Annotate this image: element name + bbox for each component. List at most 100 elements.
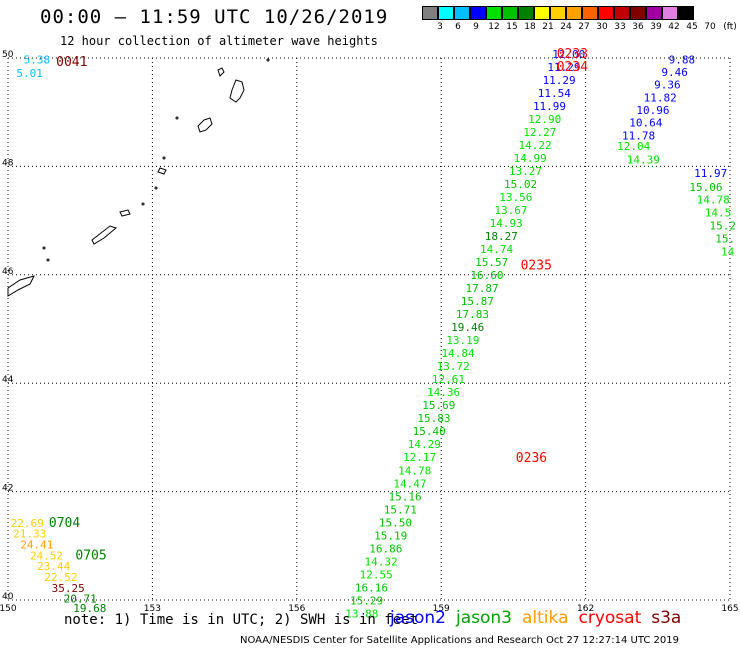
satellite-jason2: jason2 [390, 608, 446, 628]
legend-swatch [630, 6, 646, 20]
swh-value-jason3: 13.88 [345, 607, 378, 620]
footer-credit: NOAA/NESDIS Center for Satellite Applica… [240, 635, 679, 646]
swh-value-jason3: 16.16 [355, 581, 388, 594]
swh-value-jason3: 13.19 [446, 334, 479, 347]
swh-value-altika: 22.69 [11, 517, 44, 530]
coastline [7, 58, 270, 297]
footer-note: note: 1) Time is in UTC; 2) SWH is in fe… [64, 612, 419, 628]
y-tick-label: 50 [2, 50, 14, 60]
swh-value-jason3: 12.90 [528, 113, 561, 126]
legend-label: 30 [596, 22, 608, 32]
legend-label: 18 [524, 22, 536, 32]
swh-value-jason2: 11.29 [543, 74, 576, 87]
pass-time-label: 0704 [49, 516, 80, 531]
x-tick-label: 159 [433, 604, 450, 614]
island-1 [229, 79, 245, 103]
swh-value-jason3: 14.93 [490, 217, 523, 230]
islet-1 [175, 116, 179, 120]
data-points: 12.0011.2911.2911.5411.999.889.469.3611.… [11, 48, 736, 620]
legend-label: 36 [632, 22, 644, 32]
satellite-s3a: s3a [651, 608, 682, 628]
swh-value-jason3: 14.39 [627, 154, 660, 167]
color-legend [422, 6, 694, 20]
legend-label: 3 [437, 22, 443, 32]
swh-value-jason2: 11.97 [694, 167, 727, 180]
swh-value-jason2: 11.82 [644, 91, 677, 104]
swh-value-jason3: 15.06 [689, 181, 722, 194]
legend-label: 12 [488, 22, 500, 32]
swh-value-jason3: 15.50 [379, 516, 412, 529]
swh-value-jason3: 15.87 [461, 295, 494, 308]
swh-value-s3a: 20.71 [64, 593, 97, 606]
legend-label: 21 [542, 22, 554, 32]
y-tick-label: 46 [2, 267, 14, 277]
swh-value-jason3: 13.72 [437, 360, 470, 373]
swh-value-altika: 22.52 [44, 571, 77, 584]
satellite-altika: altika [522, 608, 569, 628]
swh-value-jason2: 9.88 [669, 53, 696, 66]
legend-swatch [486, 6, 502, 20]
x-tick-label: 150 [0, 604, 17, 614]
legend-label: 42 [668, 22, 680, 32]
pass-time-label: 0233 [557, 47, 588, 62]
swh-value-jason2: 11.29 [547, 61, 580, 74]
swh-value-jason3: 15.02 [504, 178, 537, 191]
swh-value-jason2: 5.38 [24, 53, 51, 66]
lat-lon-grid [7, 57, 731, 601]
pass-time-label: 0235 [521, 258, 552, 273]
legend-swatch [454, 6, 470, 20]
legend-swatch [438, 6, 454, 20]
swh-value-jason3: 15.29 [350, 594, 383, 607]
swh-value-jason3: 13.67 [494, 204, 527, 217]
legend-swatch [678, 6, 694, 20]
island-3 [197, 117, 213, 133]
swh-value-s3a: 35.25 [52, 582, 85, 595]
swh-value-jason2: 9.46 [661, 66, 688, 79]
swh-value-jason3: 17.87 [466, 282, 499, 295]
swh-value-jason3: 14.29 [408, 438, 441, 451]
swh-value-altika: 24.41 [20, 539, 53, 552]
swh-value-jason3: 15.16 [389, 490, 422, 503]
x-tick-label: 153 [144, 604, 161, 614]
swh-value-jason3: 14.47 [393, 477, 426, 490]
swh-value-jason3: 15.40 [413, 425, 446, 438]
swh-value-jason3: 14.32 [364, 555, 397, 568]
island-7 [7, 275, 35, 297]
swh-value-jason3: 15.71 [384, 503, 417, 516]
swh-value-altika: 23.44 [37, 560, 70, 573]
legend-swatch [598, 6, 614, 20]
swh-value-jason3: 16.60 [470, 269, 503, 282]
islet-5 [42, 246, 46, 250]
pass-time-label: 0705 [75, 548, 106, 563]
legend-swatch [422, 6, 438, 20]
legend-label: 27 [578, 22, 590, 32]
swh-value-jason3: 14.99 [514, 152, 547, 165]
swh-value-jason3: 12.27 [523, 126, 556, 139]
islet-3 [154, 186, 158, 190]
swh-value-jason3: 15. [715, 232, 735, 245]
y-tick-label: 42 [2, 484, 13, 494]
x-tick-label: 165 [721, 604, 738, 614]
swh-value-jason3: 15.83 [417, 412, 450, 425]
y-tick-label: 48 [2, 158, 14, 168]
swh-value-s3a: 19.68 [73, 602, 106, 615]
legend-swatch [518, 6, 534, 20]
islet-4 [141, 202, 145, 206]
islet-6 [46, 258, 50, 262]
legend-swatch [614, 6, 630, 20]
legend-unit: (ft) [723, 22, 737, 32]
swh-value-jason3: 17.83 [456, 308, 489, 321]
legend-swatch [470, 6, 486, 20]
swh-value-jason3: 19.46 [451, 321, 484, 334]
legend-label: 33 [614, 22, 626, 32]
swh-value-jason3: 14.22 [518, 139, 551, 152]
y-tick-label: 44 [2, 375, 14, 385]
swh-value-jason3: 14.78 [398, 464, 431, 477]
swh-value-jason2: 9.36 [654, 78, 681, 91]
swh-value-jason3: 14.84 [441, 347, 474, 360]
islet-2 [162, 156, 166, 160]
swh-value-jason3: 15.2 [710, 219, 737, 232]
islet-7 [266, 58, 270, 62]
legend-label: 70 [704, 22, 716, 32]
